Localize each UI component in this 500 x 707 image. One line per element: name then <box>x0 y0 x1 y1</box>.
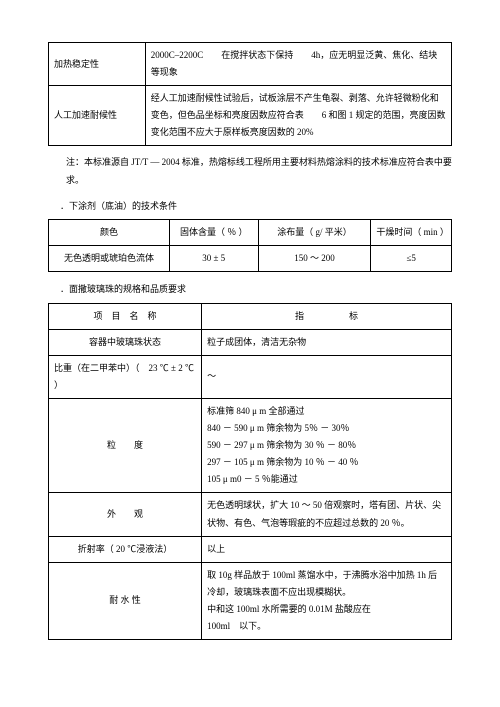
cell-right: 以上 <box>202 536 452 562</box>
cell-right: 无色透明球状，扩大 10 ～ 50 倍观察时，塔有团、片状、尖状物、有色、气泡等… <box>202 493 452 536</box>
data-cell: 30 ± 5 <box>169 246 258 272</box>
cell-line: 105 μ m0 － 5 ％能通过 <box>207 471 446 488</box>
table-row: 人工加速耐候性 经人工加速耐候性试验后，试板涂层不产生龟裂、剥落、允许轻微粉化和… <box>49 86 452 146</box>
table-glassbeads: 项 目 名 称 指 标 容器中玻璃珠状态 粒子成团体，清洁无杂物 比重（在二甲苯… <box>48 303 452 641</box>
data-cell: 无色透明或琥珀色流体 <box>49 246 170 272</box>
table-row: 粒 度 标准筛 840 μ m 全部通过840 － 590 μ m 筛余物为 5… <box>49 399 452 493</box>
table-row: 加热稳定性 2000C–2200C 在搅拌状态下保持 4h，应无明显泛黄、焦化、… <box>49 43 452 86</box>
cell-line: 中和这 100ml 水所需要的 0.01M 盐酸应在 <box>207 601 446 618</box>
cell-line: 标准筛 840 μ m 全部通过 <box>207 403 446 420</box>
table-row: 颜色 固体含量（ ％ ） 涂布量（ g/ 平米） 干燥时间（ min ） <box>49 220 452 246</box>
cell-left: 折射率（ 20 ℃浸液法） <box>49 536 202 562</box>
table-row: 折射率（ 20 ℃浸液法） 以上 <box>49 536 452 562</box>
header-cell: 固体含量（ ％ ） <box>169 220 258 246</box>
cell-line: 取 10g 样品放于 100ml 蒸馏水中，于沸腾水浴中加热 1h 后冷却，玻璃… <box>207 567 446 601</box>
header-cell: 指 标 <box>202 303 452 329</box>
header-cell: 干燥时间（ min ） <box>371 220 452 246</box>
cell-line: 100ml 以下。 <box>207 618 446 635</box>
cell-content: 2000C–2200C 在搅拌状态下保持 4h，应无明显泛黄、焦化、结块等现象 <box>145 43 451 86</box>
table-primer: 颜色 固体含量（ ％ ） 涂布量（ g/ 平米） 干燥时间（ min ） 无色透… <box>48 219 452 272</box>
cell-line: 297 － 105 μ m 筛余物为 10 ％ － 40 ％ <box>207 454 446 471</box>
header-cell: 涂布量（ g/ 平米） <box>258 220 371 246</box>
subhead-glassbeads: ．面撒玻璃珠的规格和品质要求 <box>60 282 452 296</box>
cell-label: 人工加速耐候性 <box>49 86 146 146</box>
cell-left: 外 观 <box>49 493 202 536</box>
cell-line: 840 － 590 μ m 筛余物为 5％ － 30％ <box>207 420 446 437</box>
table-row: 耐 水 性 取 10g 样品放于 100ml 蒸馏水中，于沸腾水浴中加热 1h … <box>49 562 452 639</box>
note-text: 注：本标准源自 JT/T — 2004 标准，热熔标线工程所用主要材料热熔涂料的… <box>66 154 452 188</box>
table-heat-weather: 加热稳定性 2000C–2200C 在搅拌状态下保持 4h，应无明显泛黄、焦化、… <box>48 42 452 146</box>
cell-left: 容器中玻璃珠状态 <box>49 329 202 355</box>
cell-left: 粒 度 <box>49 399 202 493</box>
cell-right: 取 10g 样品放于 100ml 蒸馏水中，于沸腾水浴中加热 1h 后冷却，玻璃… <box>202 562 452 639</box>
table-row: 容器中玻璃珠状态 粒子成团体，清洁无杂物 <box>49 329 452 355</box>
header-cell: 项 目 名 称 <box>49 303 202 329</box>
cell-right: ～ <box>202 355 452 398</box>
cell-label: 加热稳定性 <box>49 43 146 86</box>
table-row: 比重（在二甲苯中）（ 23 ℃ ± 2 ℃ ） ～ <box>49 355 452 398</box>
cell-left: 比重（在二甲苯中）（ 23 ℃ ± 2 ℃ ） <box>49 355 202 398</box>
table-row: 无色透明或琥珀色流体 30 ± 5 150 ～ 200 ≤5 <box>49 246 452 272</box>
subhead-primer: ．下涂剂（底油）的技术条件 <box>60 199 452 213</box>
cell-right: 粒子成团体，清洁无杂物 <box>202 329 452 355</box>
data-cell: ≤5 <box>371 246 452 272</box>
table-row: 项 目 名 称 指 标 <box>49 303 452 329</box>
table-row: 外 观 无色透明球状，扩大 10 ～ 50 倍观察时，塔有团、片状、尖状物、有色… <box>49 493 452 536</box>
cell-content: 经人工加速耐候性试验后，试板涂层不产生龟裂、剥落、允许轻微粉化和变色，但色品坐标… <box>145 86 451 146</box>
data-cell: 150 ～ 200 <box>258 246 371 272</box>
cell-right: 标准筛 840 μ m 全部通过840 － 590 μ m 筛余物为 5％ － … <box>202 399 452 493</box>
header-cell: 颜色 <box>49 220 170 246</box>
cell-left: 耐 水 性 <box>49 562 202 639</box>
cell-line: 590 － 297 μ m 筛余物为 30 ％ － 80％ <box>207 437 446 454</box>
